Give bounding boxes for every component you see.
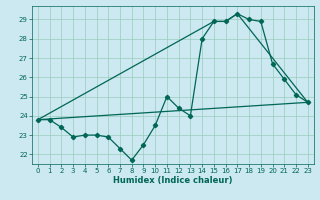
X-axis label: Humidex (Indice chaleur): Humidex (Indice chaleur) — [113, 176, 233, 185]
